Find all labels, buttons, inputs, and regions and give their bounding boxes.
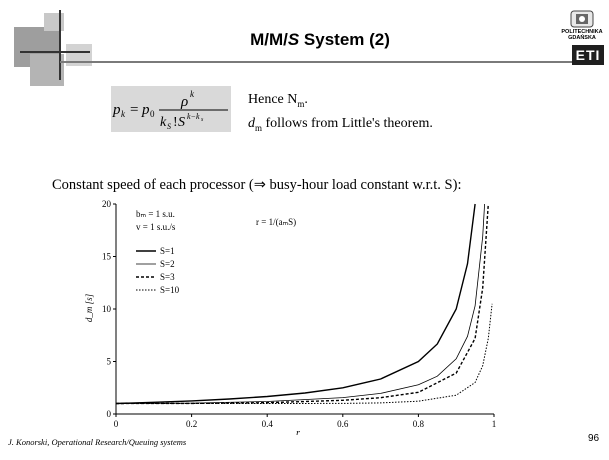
legend-label: S=10	[160, 285, 180, 295]
slide-title: M/M/S System (2)	[250, 30, 390, 49]
faculty-logo: ETI	[572, 45, 604, 65]
svg-text:S: S	[167, 122, 171, 131]
decorative-crosshair-horizontal	[20, 51, 90, 53]
chart-caption: Constant speed of each processor (⇒ busy…	[52, 177, 462, 193]
formula: p k = p 0 ρ k k S ! S k−k s	[112, 89, 228, 131]
page-number: 96	[588, 433, 600, 444]
svg-text:p: p	[112, 102, 121, 118]
university-name: POLITECHNIKA GDAŃSKA	[561, 29, 603, 41]
series-line-s-2	[115, 203, 485, 404]
svg-text:0: 0	[150, 109, 155, 119]
decorative-square-light	[44, 13, 64, 31]
chart-legend: S=1 S=2 S=3 S=10	[136, 246, 180, 295]
y-axis-label: d_m [s]	[84, 293, 94, 322]
x-tick-label: 0.8	[413, 419, 425, 429]
x-axis-label: r	[296, 428, 300, 435]
legend-label: S=3	[160, 272, 175, 282]
svg-text:ρ: ρ	[180, 94, 188, 110]
formula-background	[111, 86, 231, 132]
university-crest-icon	[570, 10, 594, 28]
y-tick-label: 0	[107, 409, 112, 419]
x-tick-label: 0.4	[262, 419, 274, 429]
param-service: bₘ = 1 s.u.	[136, 209, 175, 219]
x-tick-label: 0.6	[337, 419, 349, 429]
decorative-square-small	[66, 44, 92, 66]
x-tick-label: 0.2	[186, 419, 197, 429]
x-tick-label: 0	[114, 419, 119, 429]
svg-text:k: k	[121, 109, 126, 119]
note-hence: Hence Nm.	[248, 92, 308, 109]
svg-text:p: p	[141, 102, 150, 118]
y-tick-label: 10	[102, 304, 112, 314]
svg-text:k: k	[160, 115, 167, 130]
param-load: r = 1/(aₘS)	[256, 217, 296, 227]
series-line-s-1	[115, 203, 476, 405]
x-tick-label: 1	[492, 419, 497, 429]
svg-text:!: !	[173, 115, 178, 130]
y-tick-label: 5	[107, 357, 112, 367]
legend-label: S=2	[160, 259, 175, 269]
y-tick-label: 15	[102, 252, 112, 262]
chart-axes	[115, 204, 494, 415]
note-little: dm follows from Little's theorem.	[248, 116, 433, 133]
param-speed: v = 1 s.u./s	[136, 222, 176, 232]
title-rule	[60, 61, 600, 63]
legend-label: S=1	[160, 246, 175, 256]
decorative-square-mid	[30, 54, 64, 86]
series-line-s-3	[115, 203, 489, 405]
series-line-s-10	[116, 303, 493, 404]
svg-text:=: =	[130, 102, 138, 118]
svg-text:k−k: k−k	[187, 112, 200, 121]
svg-text:s: s	[201, 117, 204, 123]
y-tick-label: 20	[102, 199, 112, 209]
footer-attribution: J. Konorski, Operational Research/Queuin…	[8, 437, 187, 447]
svg-text:S: S	[178, 115, 185, 130]
decorative-crosshair-vertical	[59, 10, 61, 80]
chart-series-group	[115, 203, 493, 405]
svg-text:k: k	[190, 89, 195, 99]
